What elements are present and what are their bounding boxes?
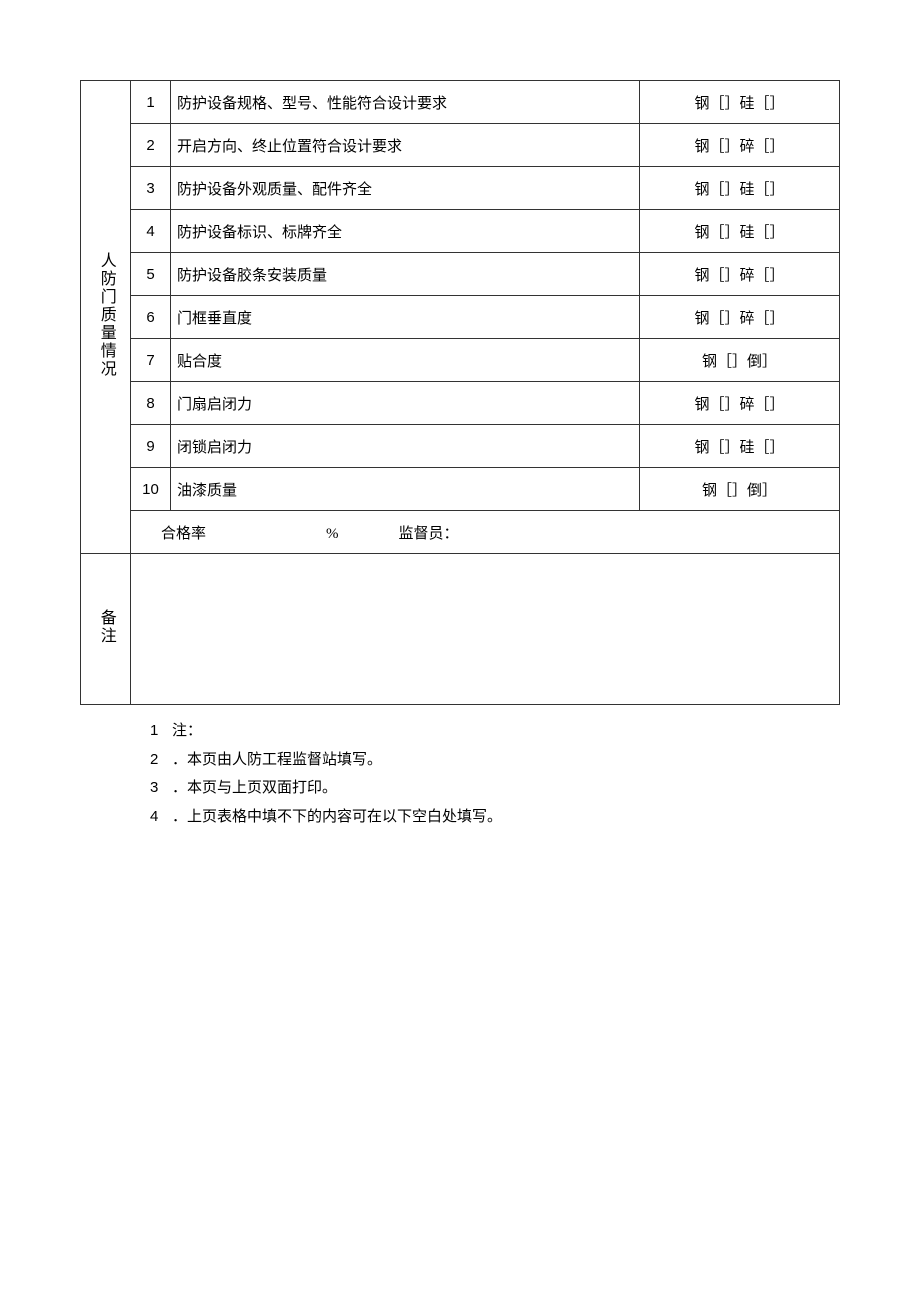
row-check: 钢［］碎［］ — [640, 382, 840, 425]
note-number: 1 — [150, 717, 172, 746]
row-check: 钢［］硅［］ — [640, 167, 840, 210]
inspection-table: 人防门质量情况1防护设备规格、型号、性能符合设计要求钢［］硅［］2开启方向、终止… — [80, 80, 840, 705]
remarks-body — [131, 554, 840, 705]
table-row: 7贴合度钢［］倒］ — [81, 339, 840, 382]
summary-rate-label: 合格率 — [161, 522, 206, 543]
row-number: 9 — [131, 425, 171, 468]
summary-cell: 合格率% 监督员： — [131, 511, 840, 554]
row-description: 防护设备外观质量、配件齐全 — [171, 167, 640, 210]
row-check: 钢［］碎［］ — [640, 124, 840, 167]
summary-percent: % — [326, 526, 339, 543]
row-number: 2 — [131, 124, 171, 167]
row-check: 钢［］硅［］ — [640, 210, 840, 253]
table-row: 9闭锁启闭力钢［］硅［］ — [81, 425, 840, 468]
note-text: 注： — [172, 723, 202, 739]
row-description: 油漆质量 — [171, 468, 640, 511]
section-header: 人防门质量情况 — [81, 81, 131, 554]
row-description: 防护设备胶条安装质量 — [171, 253, 640, 296]
summary-row: 合格率% 监督员： — [81, 511, 840, 554]
table-row: 人防门质量情况1防护设备规格、型号、性能符合设计要求钢［］硅［］ — [81, 81, 840, 124]
table-row: 5防护设备胶条安装质量钢［］碎［］ — [81, 253, 840, 296]
row-check: 钢［］硅［］ — [640, 425, 840, 468]
table-row: 2开启方向、终止位置符合设计要求钢［］碎［］ — [81, 124, 840, 167]
row-check: 钢［］倒］ — [640, 339, 840, 382]
row-check: 钢［］碎［］ — [640, 253, 840, 296]
note-number: 4 — [150, 803, 172, 832]
row-check: 钢［］碎［］ — [640, 296, 840, 339]
row-number: 10 — [131, 468, 171, 511]
row-description: 开启方向、终止位置符合设计要求 — [171, 124, 640, 167]
table-row: 6门框垂直度钢［］碎［］ — [81, 296, 840, 339]
remarks-header: 备注 — [81, 554, 131, 705]
table-row: 10油漆质量钢［］倒］ — [81, 468, 840, 511]
row-number: 5 — [131, 253, 171, 296]
row-number: 1 — [131, 81, 171, 124]
table-row: 8门扇启闭力钢［］碎［］ — [81, 382, 840, 425]
row-check: 钢［］倒］ — [640, 468, 840, 511]
note-text: ．本页与上页双面打印。 — [172, 780, 337, 796]
note-line: 1注： — [150, 717, 840, 746]
table-row: 4防护设备标识、标牌齐全钢［］硅［］ — [81, 210, 840, 253]
note-line: 4．上页表格中填不下的内容可在以下空白处填写。 — [150, 803, 840, 832]
table-row: 3防护设备外观质量、配件齐全钢［］硅［］ — [81, 167, 840, 210]
note-text: ．本页由人防工程监督站填写。 — [172, 752, 382, 768]
note-text: ．上页表格中填不下的内容可在以下空白处填写。 — [172, 809, 502, 825]
row-number: 6 — [131, 296, 171, 339]
row-description: 门框垂直度 — [171, 296, 640, 339]
remarks-header-text: 备注 — [94, 609, 116, 645]
row-description: 贴合度 — [171, 339, 640, 382]
section-header-text: 人防门质量情况 — [94, 252, 116, 378]
row-description: 防护设备标识、标牌齐全 — [171, 210, 640, 253]
row-description: 防护设备规格、型号、性能符合设计要求 — [171, 81, 640, 124]
note-line: 2．本页由人防工程监督站填写。 — [150, 746, 840, 775]
row-description: 闭锁启闭力 — [171, 425, 640, 468]
note-number: 3 — [150, 774, 172, 803]
row-description: 门扇启闭力 — [171, 382, 640, 425]
summary-supervisor-label: 监督员： — [399, 522, 459, 543]
row-check: 钢［］硅［］ — [640, 81, 840, 124]
row-number: 3 — [131, 167, 171, 210]
note-number: 2 — [150, 746, 172, 775]
row-number: 4 — [131, 210, 171, 253]
remarks-row: 备注 — [81, 554, 840, 705]
row-number: 8 — [131, 382, 171, 425]
note-line: 3．本页与上页双面打印。 — [150, 774, 840, 803]
notes-section: 1注：2．本页由人防工程监督站填写。3．本页与上页双面打印。4．上页表格中填不下… — [80, 717, 840, 831]
row-number: 7 — [131, 339, 171, 382]
